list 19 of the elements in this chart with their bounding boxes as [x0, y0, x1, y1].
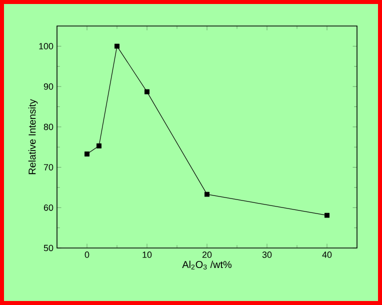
y-tick-label: 60 [44, 204, 54, 211]
y-tick-label: 80 [44, 124, 54, 130]
x-tick-label: 10 [142, 252, 152, 258]
y-axis-title: Relative Intensity [28, 99, 38, 174]
y-tick-label: 70 [44, 164, 54, 170]
point [204, 192, 210, 197]
y-tick-label: 100 [39, 43, 54, 50]
point [324, 212, 330, 218]
y-tick-label: 90 [44, 83, 54, 90]
x-axis-title: Al$_{2}$O$_{3}$ /wt% [182, 260, 232, 270]
x-tick-label: 30 [262, 252, 272, 258]
x-tick-label: 0 [84, 252, 90, 258]
y-tick-label: 50 [44, 244, 54, 252]
x-tick-label: 20 [202, 252, 212, 258]
point [144, 89, 150, 94]
x-tick-label: 40 [322, 252, 332, 258]
point [114, 44, 120, 49]
point [84, 151, 90, 156]
point [96, 143, 102, 148]
